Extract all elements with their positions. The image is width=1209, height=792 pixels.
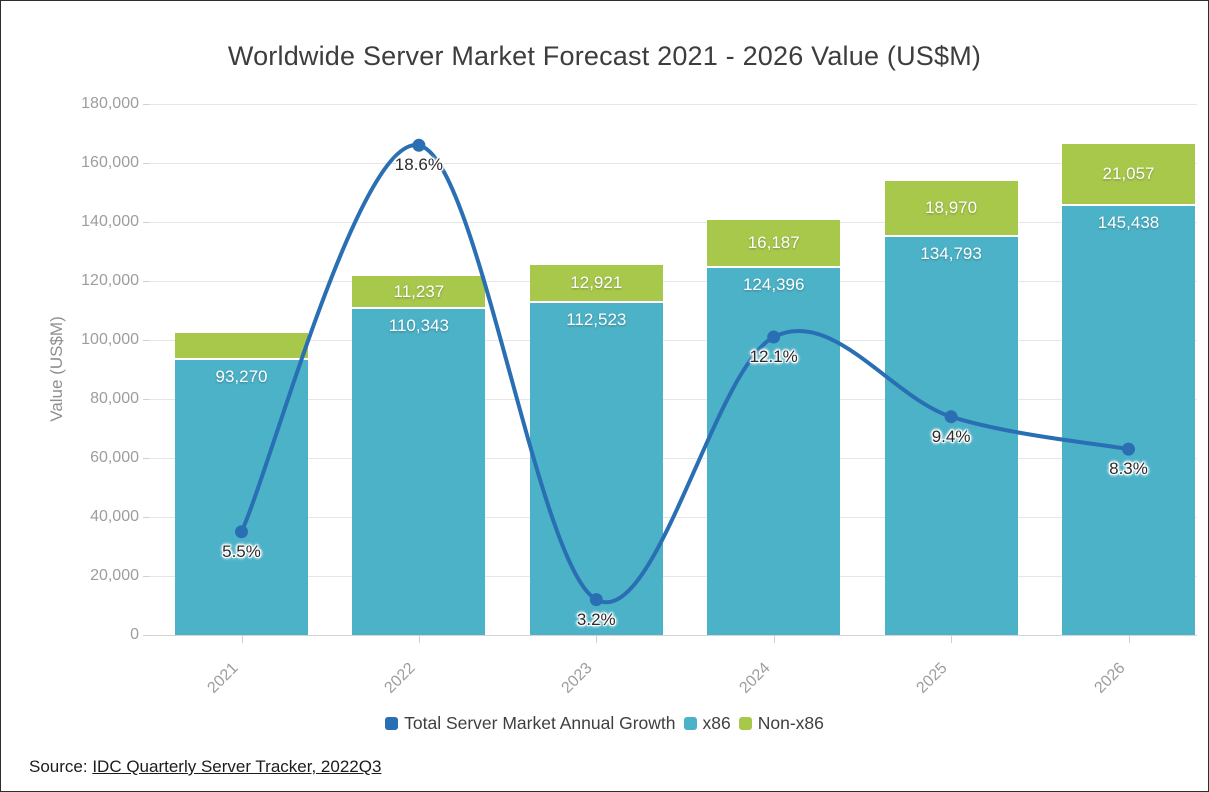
legend-item-x86[interactable]: x86 [683, 713, 731, 734]
source-link[interactable]: IDC Quarterly Server Tracker, 2022Q3 [92, 757, 382, 776]
legend-item-total-growth[interactable]: Total Server Market Annual Growth [385, 713, 676, 734]
y-axis-tick [143, 399, 149, 400]
gridline [149, 281, 1197, 282]
legend-label-x86: x86 [702, 713, 731, 733]
nonx86-value-label: 11,237 [393, 281, 445, 301]
growth-label-2024: 12.1% [749, 347, 798, 367]
y-tick-label: 40,000 [90, 508, 139, 525]
y-tick-label: 180,000 [81, 95, 139, 112]
y-tick-label: 100,000 [81, 331, 139, 348]
legend-swatch-x86 [683, 717, 697, 730]
gridline [149, 163, 1197, 164]
gridline [149, 104, 1197, 105]
legend-label-total-growth: Total Server Market Annual Growth [404, 713, 676, 733]
nonx86-bar-segment-2021 [175, 332, 308, 358]
y-axis-tick [143, 281, 149, 282]
x86-bar-segment-2023 [529, 303, 663, 635]
x86-value-label: 124,396 [742, 275, 805, 295]
x86-value-label: 145,438 [1097, 212, 1160, 232]
y-tick-label: 0 [130, 626, 139, 643]
x-axis-tick [418, 635, 420, 643]
x-axis-tick [1128, 635, 1130, 643]
growth-label-2023: 3.2% [576, 609, 616, 629]
growth-label-2025: 9.4% [931, 426, 971, 446]
x86-value-label: 93,270 [215, 366, 268, 386]
y-axis-tick [143, 635, 149, 636]
growth-label-2026: 8.3% [1109, 459, 1148, 479]
x86-bar-segment-2022 [352, 309, 486, 635]
y-axis-tick [143, 458, 149, 459]
nonx86-value-label: 18,970 [925, 198, 978, 218]
x-axis-tick [596, 635, 598, 643]
x86-bar-segment-2026 [1062, 205, 1195, 635]
growth-label-2021: 5.5% [222, 541, 261, 561]
x-axis-tick [241, 635, 243, 643]
y-tick-label: 160,000 [81, 154, 139, 171]
y-axis-tick [143, 104, 149, 105]
x-axis-tick [773, 635, 775, 643]
legend-item-non-x86[interactable]: Non-x86 [738, 713, 824, 734]
legend-label-non-x86: Non-x86 [757, 713, 824, 733]
y-tick-label: 140,000 [81, 213, 139, 230]
y-axis-tick [143, 163, 149, 164]
gridline [149, 222, 1197, 223]
y-tick-label: 120,000 [81, 272, 139, 289]
legend: Total Server Market Annual Growth x86 No… [1, 713, 1208, 734]
nonx86-value-label: 21,057 [1102, 163, 1155, 183]
x-axis-line [149, 635, 1197, 636]
legend-swatch-non-x86 [738, 717, 752, 730]
growth-label-2022: 18.6% [394, 155, 443, 175]
y-axis-tick [143, 576, 149, 577]
x86-value-label: 110,343 [388, 316, 449, 336]
y-tick-label: 20,000 [90, 567, 139, 584]
y-axis-tick [143, 340, 149, 341]
x86-value-label: 134,793 [920, 244, 982, 264]
x86-bar-segment-2024 [707, 268, 841, 635]
source-prefix: Source: [29, 757, 93, 776]
source-line: Source: IDC Quarterly Server Tracker, 20… [29, 757, 381, 777]
growth-point-2022 [412, 138, 426, 152]
nonx86-value-label: 16,187 [747, 233, 800, 253]
x86-bar-segment-2021 [175, 359, 308, 635]
y-axis-tick [143, 222, 149, 223]
chart-title: Worldwide Server Market Forecast 2021 - … [227, 41, 982, 71]
x-axis-tick [951, 635, 953, 643]
y-tick-label: 60,000 [90, 449, 139, 466]
nonx86-value-label: 12,921 [570, 272, 623, 292]
y-tick-label: 80,000 [90, 390, 139, 407]
y-axis-tick [143, 517, 149, 518]
legend-swatch-total-growth [385, 717, 399, 730]
x86-value-label: 112,523 [566, 310, 627, 330]
